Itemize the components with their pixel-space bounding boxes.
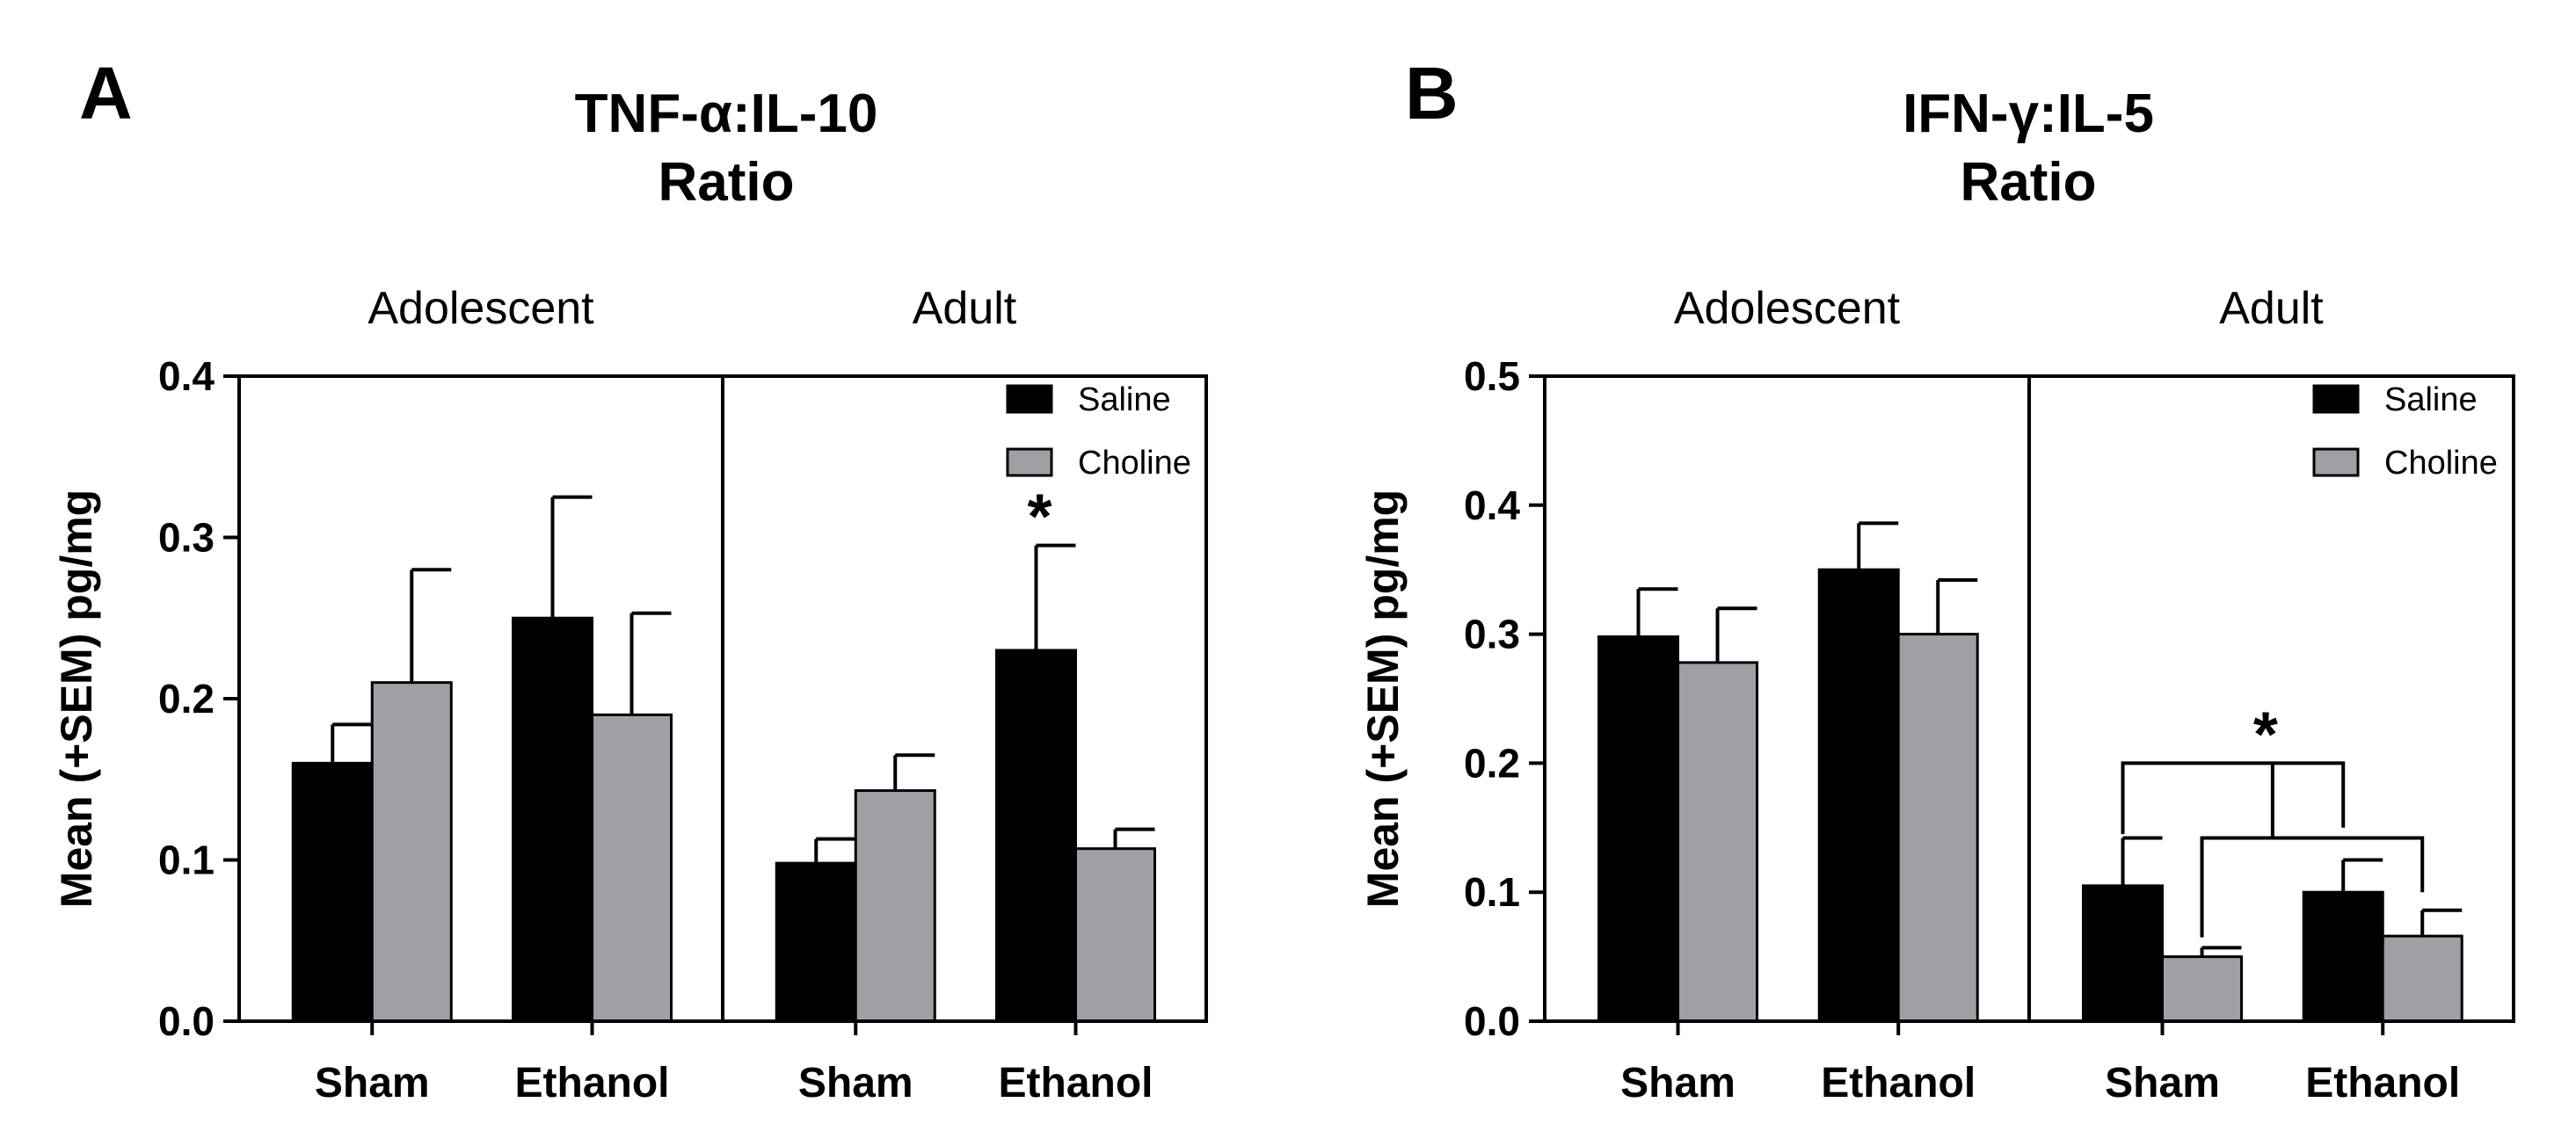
bar-choline [1896, 633, 1979, 1023]
bar-saline [995, 649, 1077, 1023]
significance-star: * [1027, 482, 1052, 553]
y-axis-label: Mean (+SEM) pg/mg [1358, 490, 1408, 908]
y-tick-label: 0.4 [158, 353, 215, 399]
y-tick-label: 0.4 [1464, 482, 1520, 528]
x-category-label: Ethanol [999, 1060, 1153, 1106]
x-category-label: Sham [798, 1060, 913, 1106]
y-tick-label: 0.3 [1464, 612, 1520, 657]
bar-choline [2381, 934, 2463, 1023]
legend-label: Saline [1078, 381, 1171, 418]
bar-choline [591, 713, 673, 1023]
legend-swatch-saline [2312, 384, 2360, 414]
panel-letter: B [1405, 52, 1459, 134]
group-label: Adult [913, 283, 1017, 334]
x-category-label: Ethanol [2305, 1060, 2460, 1106]
bar-saline [291, 761, 374, 1023]
bar-saline [1597, 635, 1680, 1023]
y-tick-label: 0.1 [1464, 869, 1520, 915]
chart-title-line: IFN-γ:IL-5 [1903, 83, 2154, 144]
panel-letter: A [79, 52, 133, 134]
legend-label: Saline [2384, 381, 2478, 418]
y-tick-label: 0.5 [1464, 353, 1520, 399]
chart-panel-a: A TNF-α:IL-10 Ratio Adolescent Adult Mean (+S… [52, 52, 1208, 1106]
x-category-label: Sham [2105, 1060, 2220, 1106]
legend-swatch-choline [2312, 447, 2360, 477]
y-tick-label: 0.2 [1464, 740, 1520, 786]
x-category-label: Sham [315, 1060, 430, 1106]
group-label: Adolescent [1674, 283, 1901, 334]
legend-swatch-saline [1006, 384, 1053, 414]
chart-title-line: Ratio [659, 152, 795, 213]
bar-saline [1817, 568, 1900, 1023]
x-category-label: Ethanol [1821, 1060, 1976, 1106]
y-tick-label: 0.1 [158, 838, 215, 883]
x-category-label: Ethanol [515, 1060, 670, 1106]
bar-saline [512, 616, 593, 1023]
bar-choline [1677, 661, 1759, 1023]
y-tick-label: 0.2 [158, 676, 215, 722]
legend-label: Choline [1078, 445, 1191, 482]
y-tick-label: 0.0 [158, 998, 215, 1044]
y-tick-label: 0.0 [1464, 998, 1520, 1044]
bar-saline [2082, 884, 2165, 1023]
y-tick-label: 0.3 [158, 515, 215, 561]
bar-choline [2161, 955, 2244, 1023]
chart-title-line: Ratio [1961, 152, 2097, 213]
x-category-label: Sham [1620, 1060, 1736, 1106]
group-label: Adolescent [367, 283, 594, 334]
bar-saline [775, 861, 857, 1023]
legend-swatch-choline [1006, 447, 1053, 477]
significance-bracket-saline [2121, 761, 2346, 835]
significance-star: * [2253, 700, 2278, 770]
bar-saline [2302, 890, 2384, 1023]
bar-choline [854, 789, 936, 1023]
group-label: Adult [2219, 283, 2324, 334]
legend-label: Choline [2384, 445, 2498, 482]
y-axis-label: Mean (+SEM) pg/mg [52, 490, 101, 908]
chart-title-line: TNF-α:IL-10 [575, 83, 878, 144]
significance-bracket-choline [2200, 836, 2425, 938]
bar-choline [370, 681, 453, 1023]
bar-choline [1074, 847, 1156, 1023]
chart-panel-b: B IFN-γ:IL-5 Ratio Adolescent Adult Mean (+SE… [1358, 52, 2515, 1106]
